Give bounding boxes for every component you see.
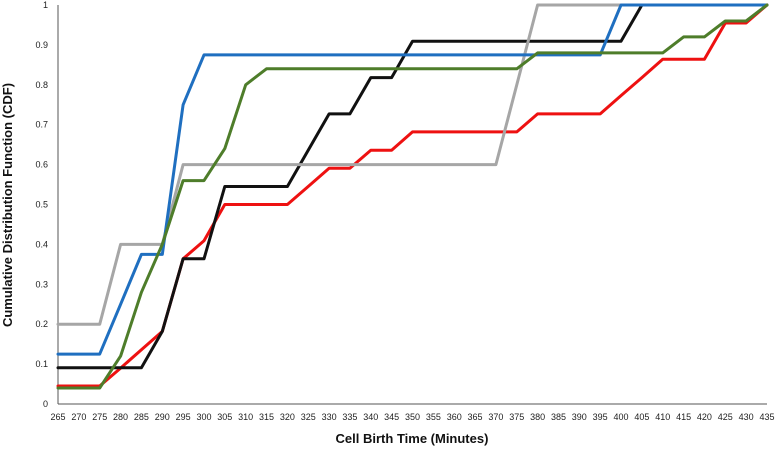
x-tick-label: 290 — [155, 412, 170, 422]
x-tick-label: 380 — [530, 412, 545, 422]
x-axis-title: Cell Birth Time (Minutes) — [336, 431, 489, 446]
y-axis-title: Cumulative Distribution Function (CDF) — [0, 83, 15, 327]
x-tick-label: 335 — [342, 412, 357, 422]
x-tick-label: 355 — [426, 412, 441, 422]
x-tick-label: 330 — [322, 412, 337, 422]
x-tick-label: 340 — [363, 412, 378, 422]
x-tick-label: 390 — [572, 412, 587, 422]
x-tick-label: 275 — [92, 412, 107, 422]
x-tick-label: 385 — [551, 412, 566, 422]
axes — [57, 5, 767, 405]
x-tick-label: 315 — [259, 412, 274, 422]
x-tick-label: 405 — [634, 412, 649, 422]
x-tick-label: 420 — [697, 412, 712, 422]
y-tick-label: 0.3 — [35, 279, 48, 289]
x-tick-label: 360 — [447, 412, 462, 422]
x-tick-label: 265 — [50, 412, 65, 422]
x-tick-label: 425 — [718, 412, 733, 422]
x-tick-label: 430 — [739, 412, 754, 422]
series-lines — [56, 3, 769, 390]
y-tick-label: 0.1 — [35, 359, 48, 369]
x-tick-label: 375 — [509, 412, 524, 422]
x-tick-label: 285 — [134, 412, 149, 422]
y-tick-label: 0.6 — [35, 160, 48, 170]
x-tick-label: 350 — [405, 412, 420, 422]
y-tick-label: 0.5 — [35, 200, 48, 210]
x-tick-label: 305 — [217, 412, 232, 422]
x-tick-label: 300 — [196, 412, 211, 422]
y-tick-label: 0.4 — [35, 239, 48, 249]
x-tick-labels: 265 270 275 280 285 290 295 300 305 310 315 320 325 3… — [50, 412, 774, 422]
y-tick-labels: 0 0.1 0.2 0.3 0.4 0.5 0.6 0.7 0.8 0.9 1 — [35, 0, 48, 409]
series-line-4 — [56, 3, 769, 356]
x-tick-label: 295 — [176, 412, 191, 422]
y-tick-label: 0.2 — [35, 319, 48, 329]
x-tick-label: 435 — [759, 412, 774, 422]
y-tick-label: 0.8 — [35, 80, 48, 90]
y-tick-label: 0 — [43, 399, 48, 409]
x-tick-label: 320 — [280, 412, 295, 422]
y-tick-label: 0.9 — [35, 40, 48, 50]
x-tick-label: 325 — [301, 412, 316, 422]
x-tick-label: 395 — [593, 412, 608, 422]
x-tick-label: 410 — [655, 412, 670, 422]
x-tick-label: 365 — [468, 412, 483, 422]
x-tick-label: 310 — [238, 412, 253, 422]
x-tick-label: 345 — [384, 412, 399, 422]
y-tick-label: 1 — [43, 0, 48, 10]
series-line-5 — [56, 3, 769, 390]
x-tick-label: 270 — [71, 412, 86, 422]
x-tick-label: 400 — [614, 412, 629, 422]
y-tick-label: 0.7 — [35, 120, 48, 130]
x-tick-label: 370 — [488, 412, 503, 422]
x-tick-label: 415 — [676, 412, 691, 422]
x-tick-label: 280 — [113, 412, 128, 422]
